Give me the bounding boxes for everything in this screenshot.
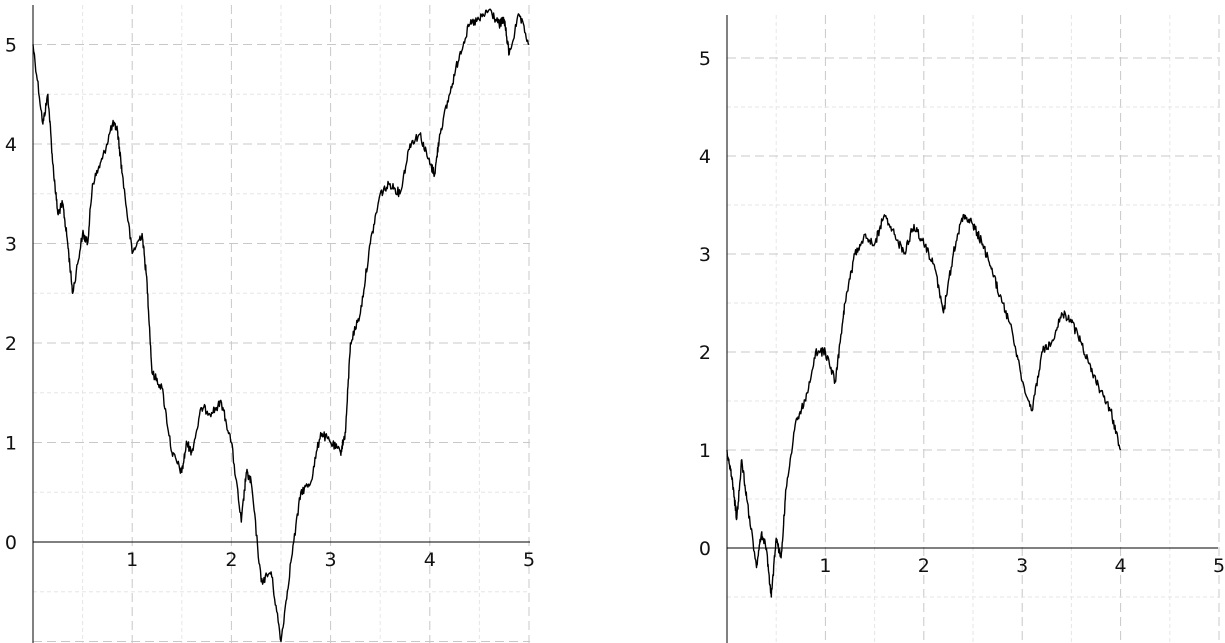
y-tick-label: 2 bbox=[699, 342, 711, 364]
y-tick-label: 4 bbox=[699, 146, 711, 168]
chart-left: 1 2 3 4 5 0 1 2 3 4 5 bbox=[5, 5, 535, 643]
series-line bbox=[726, 213, 1122, 598]
x-tick-label: 5 bbox=[1213, 555, 1225, 577]
y-tick-label: 3 bbox=[5, 234, 17, 256]
y-tick-label: 1 bbox=[699, 440, 711, 462]
y-tick-label: 1 bbox=[5, 433, 17, 455]
y-tick-label: 4 bbox=[5, 134, 17, 156]
series-line bbox=[32, 8, 530, 643]
y-tick-label: 5 bbox=[5, 35, 17, 57]
y-tick-label: 0 bbox=[5, 532, 17, 554]
y-tick-label: 5 bbox=[699, 48, 711, 70]
x-tick-label: 1 bbox=[819, 555, 831, 577]
y-tick-label: 0 bbox=[699, 538, 711, 560]
x-tick-label: 2 bbox=[225, 549, 237, 571]
x-tick-label: 3 bbox=[1016, 555, 1028, 577]
y-tick-label: 3 bbox=[699, 244, 711, 266]
chart-right: 1 2 3 4 5 0 1 2 3 4 5 bbox=[699, 15, 1225, 643]
x-tick-label: 4 bbox=[1115, 555, 1127, 577]
y-tick-label: 2 bbox=[5, 333, 17, 355]
x-tick-label: 1 bbox=[126, 549, 138, 571]
x-tick-label: 5 bbox=[523, 549, 535, 571]
x-tick-label: 4 bbox=[424, 549, 436, 571]
x-tick-label: 3 bbox=[325, 549, 337, 571]
x-tick-label: 2 bbox=[918, 555, 930, 577]
